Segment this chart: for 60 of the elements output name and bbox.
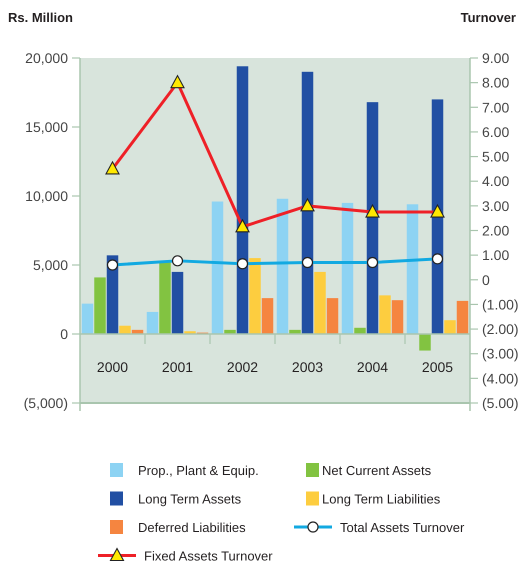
y-tick-label: 5,000: [32, 257, 68, 273]
y-tick-label: 10,000: [25, 188, 68, 204]
bar: [249, 258, 261, 334]
x-tick-label: 2000: [96, 359, 128, 375]
legend-label: Net Current Assets: [322, 463, 432, 478]
y2-tick-label: 8.00: [482, 74, 510, 91]
y2-axis-title: Turnover: [460, 10, 516, 25]
bar: [342, 202, 354, 334]
bar: [146, 312, 158, 334]
legend-label: Long Term Assets: [138, 492, 242, 506]
bar: [159, 260, 171, 334]
y2-tick-label: (3.00): [482, 346, 519, 362]
y2-tick-label: 5.00: [482, 148, 510, 165]
x-tick-label: 2005: [422, 359, 454, 375]
y2-tick-label: 0: [482, 272, 490, 288]
bar: [94, 277, 106, 334]
bar: [456, 300, 468, 334]
y2-tick-label: 9.00: [482, 50, 510, 66]
bar: [82, 304, 94, 334]
y-tick-label: 15,000: [25, 119, 68, 135]
bar: [262, 298, 274, 334]
legend-label: Prop., Plant & Equip.: [138, 463, 259, 478]
bar: [276, 198, 288, 334]
bar: [184, 331, 196, 334]
y2-tick-label: 4.00: [482, 173, 510, 190]
x-tick-label: 2004: [356, 359, 388, 375]
bar: [419, 334, 431, 351]
y2-tick-label: 7.00: [482, 99, 510, 116]
bar: [119, 326, 131, 334]
bar: [392, 300, 404, 334]
legend-label: Long Term Liabilities: [322, 492, 441, 506]
y2-tick-label: 2.00: [482, 222, 510, 238]
y2-tick-label: (5.00): [482, 395, 519, 411]
x-tick-label: 2002: [226, 359, 258, 375]
bar: [314, 272, 326, 334]
x-tick-label: 2003: [292, 359, 324, 375]
y2-tick-label: (4.00): [482, 370, 519, 386]
bar: [326, 298, 338, 334]
bar: [444, 320, 456, 334]
bar: [302, 72, 314, 334]
y-tick-label: 0: [60, 326, 68, 342]
bar: [379, 295, 391, 334]
legend-label: Deferred Liabilities: [138, 520, 246, 535]
y-tick-label: 20,000: [25, 50, 68, 66]
bar: [236, 66, 248, 334]
y2-tick-label: (1.00): [482, 296, 519, 312]
y2-tick-label: 1.00: [482, 247, 510, 264]
y-tick-label: (5,000): [24, 395, 68, 411]
y2-tick-label: 3.00: [482, 198, 510, 214]
x-tick-label: 2001: [162, 359, 194, 375]
bar: [406, 204, 418, 334]
y2-tick-label: (2.00): [482, 321, 519, 338]
bar: [212, 202, 224, 334]
bar: [366, 102, 378, 334]
bar: [432, 99, 444, 334]
y-axis-title: Rs. Million: [8, 10, 74, 25]
y2-tick-label: 6.00: [482, 124, 510, 140]
legend-label: Total Assets Turnover: [340, 520, 465, 535]
bar: [172, 272, 184, 334]
legend-label: Fixed Assets Turnover: [144, 548, 274, 564]
